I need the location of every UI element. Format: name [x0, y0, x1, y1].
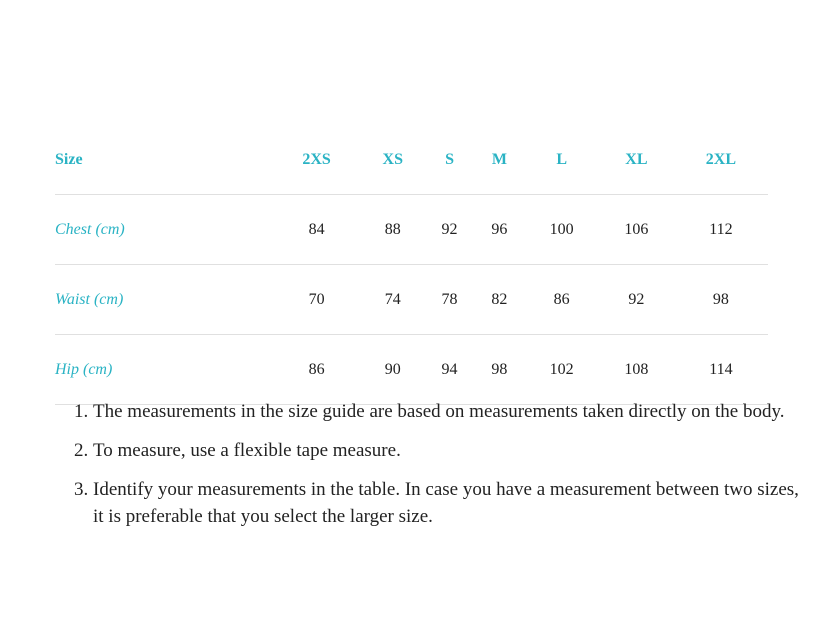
header-cell: M	[491, 150, 507, 168]
table-row: Chest (cm) 84 88 92 96 100 106 112	[55, 195, 768, 265]
cell-value: 82	[491, 290, 508, 308]
header-cell: XL	[625, 150, 648, 168]
cell-value: 84	[308, 220, 325, 238]
row-label: Waist (cm)	[55, 290, 124, 308]
cell-value: 108	[624, 360, 649, 378]
row-label: Chest (cm)	[55, 220, 125, 238]
header-cell: L	[556, 150, 567, 168]
note-item: Identify your measurements in the table.…	[93, 476, 813, 530]
cell-value: 90	[384, 360, 401, 378]
cell-value: 88	[384, 220, 401, 238]
cell-value: 78	[441, 290, 458, 308]
cell-value: 112	[709, 220, 733, 238]
cell-value: 74	[384, 290, 401, 308]
cell-value: 114	[709, 360, 733, 378]
header-cell: 2XL	[705, 150, 736, 168]
table-row: Hip (cm) 86 90 94 98 102 108 114	[55, 335, 768, 405]
note-item: The measurements in the size guide are b…	[93, 398, 813, 425]
cell-value: 92	[441, 220, 458, 238]
cell-value: 86	[308, 360, 325, 378]
cell-value: 70	[308, 290, 325, 308]
cell-value: 92	[628, 290, 645, 308]
cell-value: 100	[549, 220, 574, 238]
note-item: To measure, use a flexible tape measure.	[93, 437, 813, 464]
header-cell: XS	[382, 150, 403, 168]
notes-list: The measurements in the size guide are b…	[55, 398, 813, 542]
cell-value: 94	[441, 360, 458, 378]
cell-value: 96	[491, 220, 508, 238]
cell-value: 98	[491, 360, 508, 378]
cell-value: 106	[624, 220, 649, 238]
header-cell: 2XS	[302, 150, 331, 168]
cell-value: 98	[712, 290, 729, 308]
size-guide-table: Size 2XS XS S M L XL 2XL Chest (cm) 84 88 9…	[55, 125, 768, 405]
row-label: Hip (cm)	[55, 360, 113, 378]
cell-value: 102	[549, 360, 574, 378]
cell-value: 86	[553, 290, 570, 308]
header-row: Size 2XS XS S M L XL 2XL	[55, 125, 768, 195]
header-cell: Size	[55, 150, 83, 168]
header-cell: S	[445, 150, 454, 168]
table-row: Waist (cm) 70 74 78 82 86 92 98	[55, 265, 768, 335]
